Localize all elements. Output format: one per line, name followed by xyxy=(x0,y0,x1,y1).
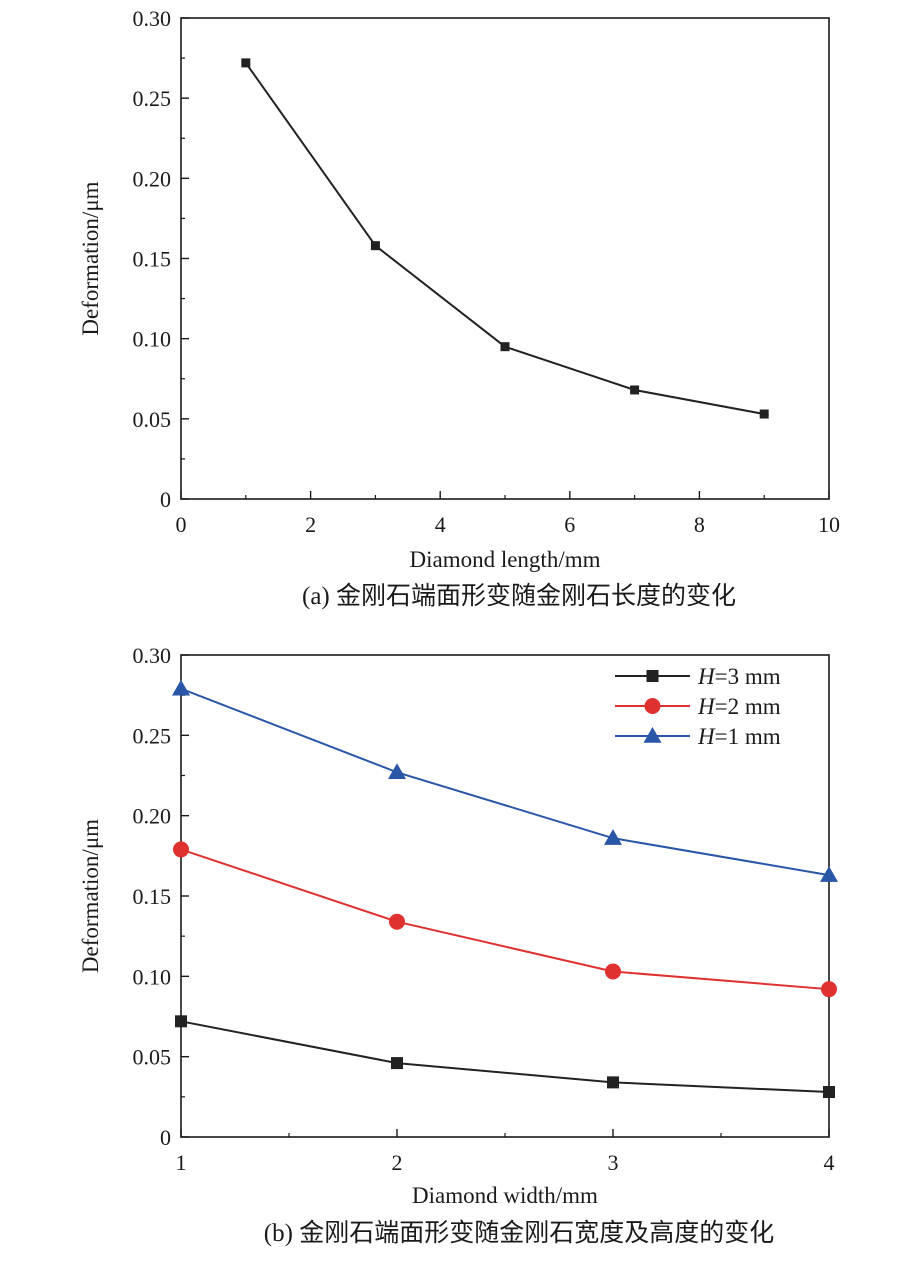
y-tick-label: 0.25 xyxy=(133,723,172,748)
data-point-circle xyxy=(605,963,621,980)
x-tick-label: 3 xyxy=(608,1150,619,1175)
data-point-square xyxy=(607,1076,619,1089)
data-point-square xyxy=(500,342,510,352)
y-tick-label: 0.10 xyxy=(133,327,172,352)
data-point-triangle xyxy=(820,866,838,882)
series-group xyxy=(241,58,769,419)
x-axis-title: Diamond length/mm xyxy=(409,547,600,572)
y-tick-label: 0.20 xyxy=(133,166,172,191)
y-tick-label: 0.10 xyxy=(133,964,172,989)
y-axis-title: Deformation/μm xyxy=(78,819,103,973)
x-tick-label: 6 xyxy=(564,512,575,537)
y-tick-label: 0 xyxy=(160,1125,171,1150)
data-point-circle xyxy=(821,981,837,998)
y-tick-label: 0.05 xyxy=(133,407,172,432)
y-tick-label: 0.15 xyxy=(133,884,172,909)
y-tick-label: 0.05 xyxy=(133,1045,172,1070)
y-tick-label: 0 xyxy=(160,487,171,512)
series-line xyxy=(180,687,830,877)
data-point-square xyxy=(391,1057,403,1070)
series-group xyxy=(172,679,838,882)
data-point-square xyxy=(370,241,380,251)
x-tick-label: 2 xyxy=(305,512,316,537)
series-line xyxy=(180,1020,830,1094)
y-axis-title: Deformation/μm xyxy=(78,181,103,335)
series-group xyxy=(175,1015,835,1099)
legend-label: H=2 mm xyxy=(697,694,781,719)
figure-caption: (b) 金刚石端面形变随金刚石宽度及高度的变化 xyxy=(264,1219,774,1247)
data-point-triangle xyxy=(172,679,190,696)
x-tick-label: 4 xyxy=(435,512,446,537)
x-tick-label: 8 xyxy=(694,512,705,537)
y-tick-label: 0.15 xyxy=(133,247,172,272)
y-tick-label: 0.20 xyxy=(133,804,172,829)
x-axis-title: Diamond width/mm xyxy=(412,1183,598,1208)
data-point-square xyxy=(241,58,251,68)
data-point-square xyxy=(823,1086,835,1099)
x-tick-label: 10 xyxy=(818,512,840,537)
data-point-square xyxy=(175,1015,187,1028)
legend-label: H=3 mm xyxy=(697,664,781,689)
chart-panel: 0 0.05 0.10 0.15 0.20 0.25 0.30 0 2 4 6 8 10 Diamond … xyxy=(78,6,840,610)
plot-frame xyxy=(180,17,830,500)
data-point-triangle xyxy=(643,727,662,743)
data-point-circle xyxy=(644,698,661,714)
series-line xyxy=(244,62,765,416)
series-group xyxy=(173,841,837,998)
data-point-triangle xyxy=(388,763,406,780)
y-tick-label: 0.30 xyxy=(133,643,172,668)
data-point-square xyxy=(646,670,659,682)
figure-caption: (a) 金刚石端面形变随金刚石长度的变化 xyxy=(302,582,736,610)
chart-panel: 0 0.05 0.10 0.15 0.20 0.25 0.30 1 2 3 4 Diamond wid… xyxy=(78,643,838,1247)
x-tick-label: 1 xyxy=(176,1150,187,1175)
data-point-circle xyxy=(173,841,189,858)
y-tick-label: 0.25 xyxy=(133,86,172,111)
data-point-square xyxy=(630,385,640,395)
data-point-triangle xyxy=(604,829,622,845)
y-tick-label: 0.30 xyxy=(133,6,172,31)
x-tick-label: 4 xyxy=(824,1150,835,1175)
data-point-circle xyxy=(389,913,405,930)
x-tick-label: 0 xyxy=(176,512,187,537)
legend-label: H=1 mm xyxy=(697,724,781,749)
data-point-square xyxy=(759,409,769,419)
legend: H=3 mm H=2 mm H=1 mm xyxy=(615,664,781,749)
series-line xyxy=(180,848,830,991)
x-tick-label: 2 xyxy=(392,1150,403,1175)
